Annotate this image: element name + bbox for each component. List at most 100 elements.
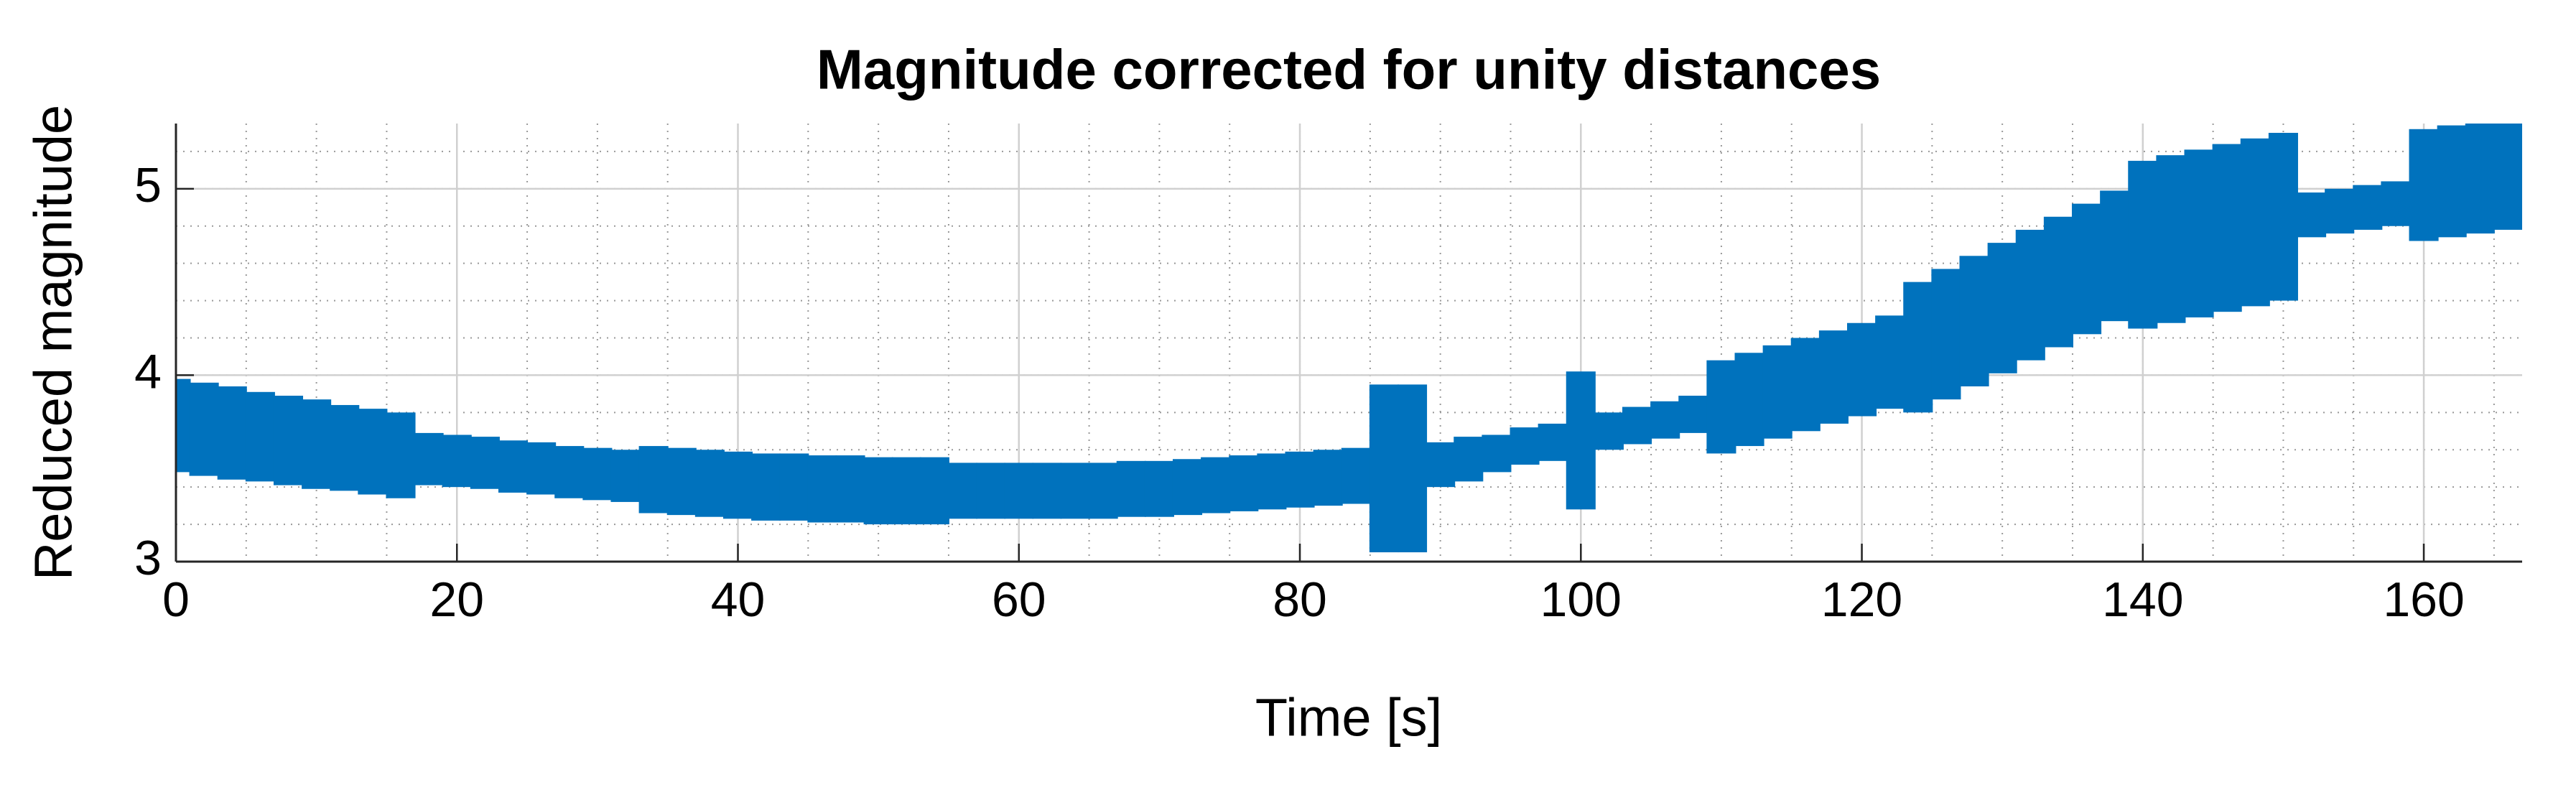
error-bar <box>2268 132 2298 301</box>
error-bar <box>526 442 557 495</box>
error-bar <box>2128 160 2158 329</box>
error-bar <box>1341 447 1371 504</box>
x-tick-label: 20 <box>429 572 484 627</box>
chart-title: Magnitude corrected for unity distances <box>817 38 1881 101</box>
error-bar <box>1622 406 1652 445</box>
error-bar <box>2072 203 2102 335</box>
error-bar <box>2212 144 2242 312</box>
error-bar <box>1426 442 1456 488</box>
x-tick-label: 140 <box>2102 572 2183 627</box>
error-bar <box>1762 345 1792 439</box>
error-bar <box>1847 322 1877 417</box>
error-bar <box>751 453 781 521</box>
error-bar <box>245 391 275 482</box>
error-bar <box>2353 185 2383 230</box>
error-bar <box>835 455 865 523</box>
error-bar <box>976 463 1006 519</box>
error-bar <box>358 409 388 495</box>
error-bar <box>1678 395 1708 433</box>
error-bar <box>722 451 753 519</box>
error-bar <box>1369 384 1399 553</box>
error-bar <box>1931 269 1961 400</box>
error-bar <box>1144 460 1174 517</box>
error-bar <box>302 399 332 489</box>
error-bar <box>554 446 585 498</box>
error-bar <box>947 463 978 519</box>
error-bar <box>1566 371 1596 510</box>
error-bar <box>1060 463 1090 519</box>
y-axis-label: Reduced magnitude <box>24 105 83 580</box>
error-bar <box>414 432 444 485</box>
error-bar <box>863 457 893 525</box>
error-bar <box>2184 149 2214 317</box>
error-bar <box>2240 138 2270 307</box>
error-bar <box>1004 463 1034 519</box>
error-bar <box>891 457 921 525</box>
error-bar <box>1987 243 2017 373</box>
y-tick-label: 5 <box>134 158 162 213</box>
error-bar <box>1594 412 1624 450</box>
error-bar <box>2100 190 2130 322</box>
error-bar <box>1257 453 1287 510</box>
error-bar <box>1285 451 1315 508</box>
error-bar <box>2325 188 2355 234</box>
error-bar <box>1088 463 1118 519</box>
error-bar <box>2297 192 2327 238</box>
error-bar <box>582 447 613 501</box>
error-bar <box>2437 125 2467 238</box>
error-bar <box>1229 455 1259 511</box>
error-bar <box>1510 427 1540 465</box>
error-bar <box>2043 216 2073 348</box>
error-bar <box>1482 434 1512 473</box>
x-tick-label: 0 <box>162 572 190 627</box>
axes: 0 20 40 60 80 100 120 140 160 3 4 5 <box>134 124 2522 627</box>
error-bar <box>2493 124 2522 230</box>
error-bar <box>1903 282 1933 413</box>
error-bar <box>176 378 191 473</box>
error-bar <box>638 446 669 514</box>
error-bar <box>330 404 360 491</box>
error-bar <box>2015 229 2045 361</box>
error-bar <box>189 382 219 476</box>
error-bar <box>273 395 304 485</box>
error-bar <box>2156 155 2186 323</box>
error-bar <box>1818 330 1849 424</box>
error-bar <box>807 455 837 523</box>
error-bar <box>610 450 641 502</box>
error-bar <box>1875 315 1905 409</box>
error-bar <box>386 412 416 498</box>
x-tick-label: 40 <box>711 572 766 627</box>
x-tick-label: 60 <box>992 572 1046 627</box>
x-tick-label: 100 <box>1540 572 1622 627</box>
x-tick-label: 160 <box>2383 572 2464 627</box>
error-bar <box>1734 353 1764 447</box>
error-bar <box>694 450 725 517</box>
y-tick-label: 4 <box>134 344 162 399</box>
error-bar <box>217 386 247 480</box>
error-bar <box>1706 360 1736 454</box>
error-bar <box>779 453 809 521</box>
error-bar <box>1454 437 1484 482</box>
error-bar <box>1397 384 1428 553</box>
error-bar <box>2409 129 2439 241</box>
error-bar <box>1790 338 1821 432</box>
error-bar <box>498 440 529 493</box>
error-bar <box>919 457 949 525</box>
error-bar <box>1172 459 1203 516</box>
y-tick-label: 3 <box>134 531 162 585</box>
error-bar <box>1032 463 1062 519</box>
error-bar <box>470 437 500 489</box>
error-bar <box>1116 460 1146 517</box>
error-bar <box>666 447 697 516</box>
marks <box>176 124 2522 553</box>
error-bar <box>2381 181 2411 226</box>
x-tick-label: 120 <box>1821 572 1902 627</box>
error-bar <box>2465 124 2495 234</box>
error-bar <box>1538 423 1568 461</box>
x-axis-label: Time [s] <box>1255 688 1442 748</box>
error-bar <box>1959 256 1989 386</box>
error-bar <box>1313 450 1343 506</box>
error-bar <box>1201 457 1231 514</box>
error-bar <box>442 434 472 488</box>
